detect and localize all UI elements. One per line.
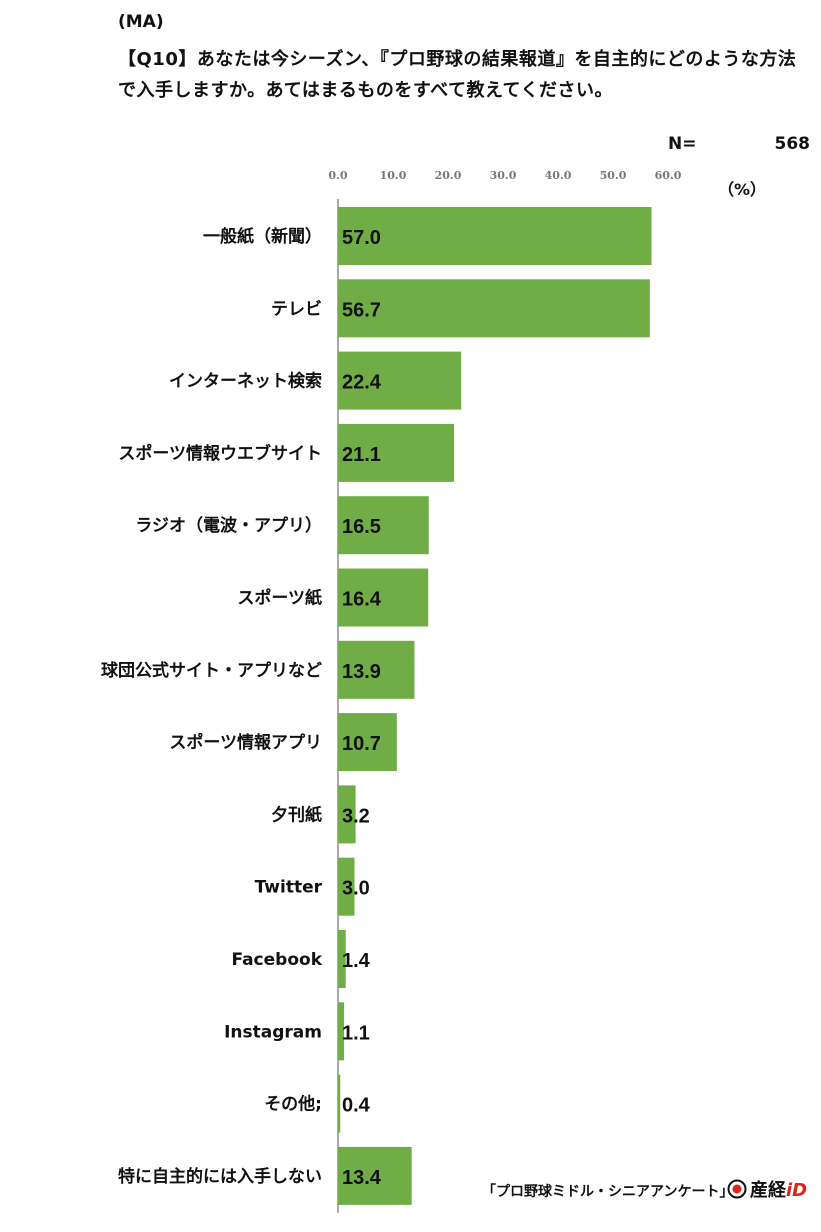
x-tick-label: 30.0: [490, 169, 517, 182]
question-text: 【Q10】あなたは今シーズン、『プロ野球の結果報道』を自主的にどのような方法で入…: [118, 49, 797, 101]
sankei-logo-icon: [727, 1179, 747, 1199]
bar: [338, 930, 346, 988]
category-label: Instagram: [224, 1022, 322, 1042]
bar: [338, 857, 355, 916]
bar-value-label: 10.7: [342, 733, 381, 755]
bar: [338, 423, 455, 482]
category-label: その他;: [264, 1094, 322, 1115]
x-tick-label: 50.0: [600, 169, 627, 182]
bar: [338, 351, 462, 410]
bar-value-label: 1.1: [342, 1022, 370, 1044]
x-tick-label: 0.0: [328, 169, 347, 182]
multiple-answer-note: (MA): [118, 12, 164, 32]
bar-value-label: 16.5: [342, 516, 381, 538]
bar-value-label: 0.4: [342, 1095, 371, 1117]
source-note: 「プロ野球ミドル・シニアアンケート」: [482, 1184, 734, 1200]
bar-value-label: 22.4: [342, 372, 382, 394]
bar-value-label: 56.7: [342, 299, 381, 321]
bar-value-label: 1.4: [342, 950, 371, 972]
sample-size-label: N=: [668, 134, 697, 154]
bar: [338, 496, 429, 555]
brand-name: 産経iD: [750, 1176, 807, 1202]
brand-name-main: 産経: [750, 1180, 786, 1201]
bar-value-label: 3.2: [342, 805, 370, 827]
category-label: Facebook: [231, 950, 322, 970]
bar: [338, 1002, 345, 1061]
bar: [338, 785, 356, 844]
bar-value-label: 21.1: [342, 444, 381, 466]
category-label: スポーツ情報アプリ: [169, 732, 322, 753]
sankei-id-logo: 産経iD: [727, 1176, 807, 1202]
category-label: ラジオ（電波・アプリ）: [135, 515, 322, 536]
bar: [338, 568, 429, 627]
x-tick-label: 60.0: [655, 169, 682, 182]
category-label: 特に自主的には入手しない: [118, 1166, 322, 1187]
category-label: スポーツ紙: [237, 588, 322, 609]
category-label: 夕刊紙: [271, 804, 322, 825]
category-label: インターネット検索: [169, 371, 322, 392]
bar: [338, 713, 397, 772]
category-label: テレビ: [271, 299, 322, 319]
x-tick-label: 10.0: [380, 169, 407, 182]
bar: [338, 1146, 412, 1205]
bar: [338, 279, 650, 338]
category-label: 球団公式サイト・アプリなど: [101, 660, 322, 681]
sample-size-value: 568: [774, 134, 811, 154]
category-label: 一般紙（新聞）: [203, 226, 322, 247]
x-tick-label: 20.0: [435, 169, 462, 182]
category-label: Twitter: [255, 878, 323, 898]
bar-value-label: 13.4: [342, 1167, 382, 1189]
category-label: スポーツ情報ウエブサイト: [118, 443, 322, 464]
bar: [338, 640, 415, 699]
bar-value-label: 3.0: [342, 878, 370, 900]
bar: [338, 1074, 341, 1133]
bar-value-label: 13.9: [342, 661, 381, 683]
x-tick-label: 40.0: [545, 169, 572, 182]
brand-name-suffix: iD: [786, 1180, 808, 1201]
unit-label: （%）: [718, 180, 767, 199]
bar-value-label: 57.0: [342, 227, 381, 249]
bar-value-label: 16.4: [342, 589, 382, 611]
bar: [338, 207, 652, 265]
